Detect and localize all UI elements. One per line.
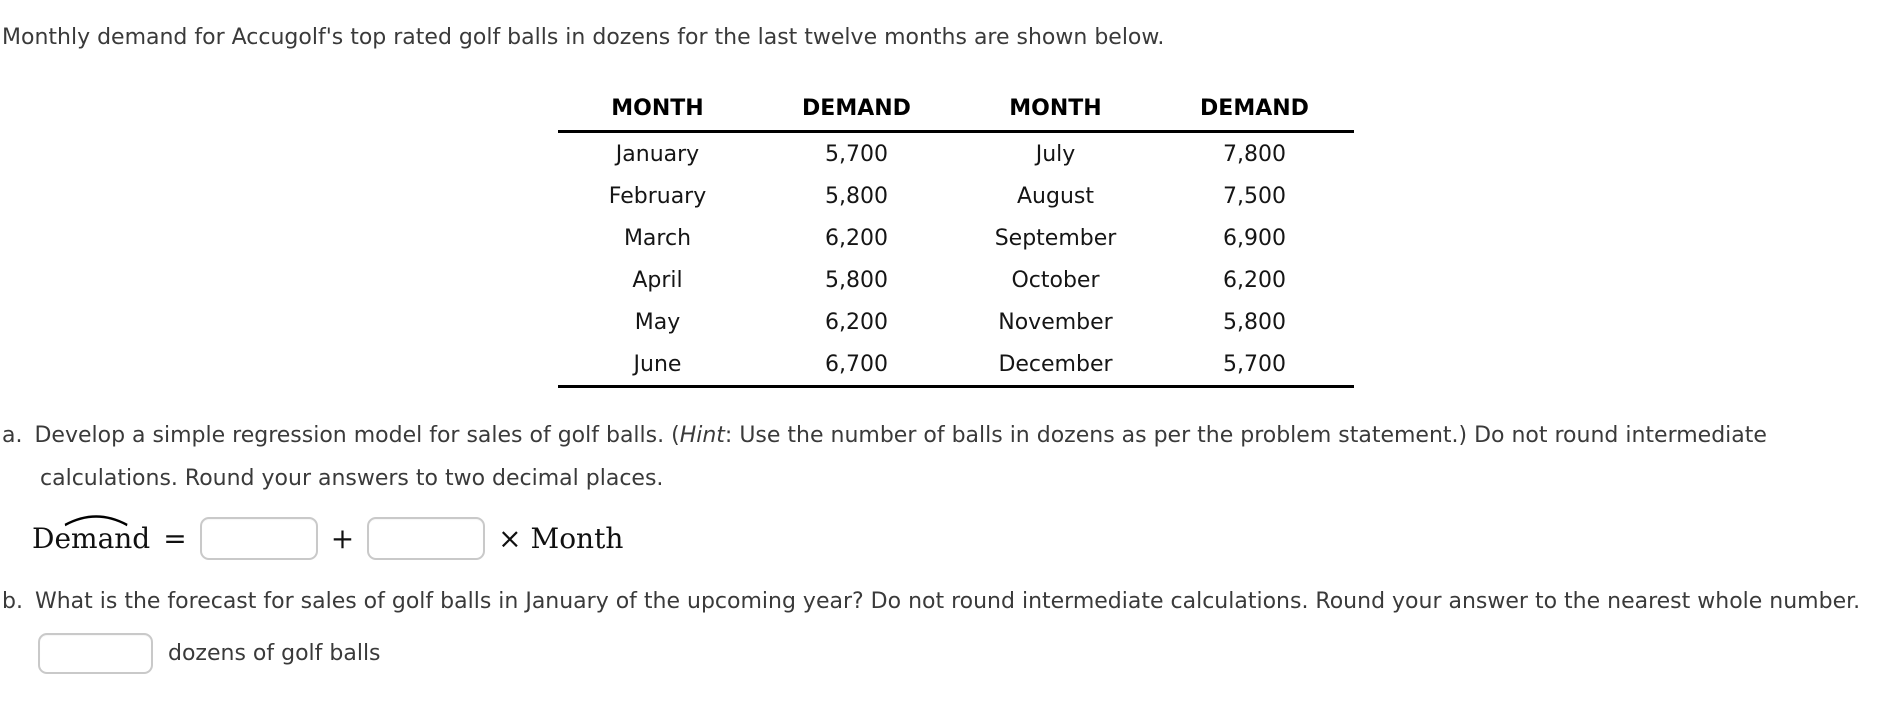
table-row: February 5,800 August 7,500 [558,175,1354,217]
table-cell-month: March [623,225,692,251]
table-row: March 6,200 September 6,900 [558,217,1354,259]
table-cell-month: August [1017,183,1094,209]
table-header-demand-1: DEMAND [757,86,956,133]
question-page: Monthly demand for Accugolf's top rated … [2,25,1878,674]
table-cell-demand: 5,700 [825,141,888,167]
part-b-label: b. [2,589,23,614]
table-cell-demand: 5,800 [825,267,888,293]
table-cell-month: June [558,343,757,388]
table-cell-demand: 5,700 [1155,343,1354,388]
table-row: January 5,700 July 7,800 [558,132,1354,176]
part-b-text: What is the forecast for sales of golf b… [34,589,1861,614]
part-b-answer-row: dozens of golf balls [38,633,1878,674]
table-cell-demand: 6,200 [825,225,888,251]
table-cell-month: October [1011,267,1100,293]
table-cell-month: November [998,309,1113,335]
hint-word: Hint [679,423,725,448]
plus-sign: + [330,521,355,555]
part-a-question: a. Develop a simple regression model for … [2,414,1878,500]
problem-statement: Monthly demand for Accugolf's top rated … [2,25,1165,50]
table-cell-month: September [994,225,1117,251]
regression-slope-input[interactable] [367,516,486,560]
equals-sign: = [163,521,187,555]
regression-equation: Demand = + × Month [32,514,1878,562]
table-cell-demand: 6,200 [825,309,888,335]
table-cell-demand: 6,200 [1223,267,1286,293]
widehat-icon [64,514,128,526]
part-a-text: Develop a simple regression model for sa… [34,423,680,448]
demand-hat-term: Demand [32,514,151,555]
part-a-label: a. [2,423,23,448]
part-b-question: b. What is the forecast for sales of golf… [2,580,1878,623]
table-header-month-2: MONTH [956,86,1155,133]
table-cell-month: July [1035,141,1076,167]
table-row: May 6,200 November 5,800 [558,301,1354,343]
times-month-label: × Month [498,521,624,555]
regression-intercept-input[interactable] [199,516,318,560]
demand-table: MONTH DEMAND MONTH DEMAND January 5,700 … [558,86,1354,388]
table-row: April 5,800 October 6,200 [558,259,1354,301]
table-cell-month: December [956,343,1155,388]
table-header-row: MONTH DEMAND MONTH DEMAND [558,86,1354,133]
demand-label: Demand [32,521,151,555]
part-a-text-continued: : Use the number of balls in dozens as p… [40,423,1767,491]
table-cell-demand: 7,500 [1223,183,1286,209]
answer-unit-label: dozens of golf balls [168,641,381,666]
table-row: June 6,700 December 5,700 [558,343,1354,388]
table-cell-month: January [615,141,700,167]
forecast-input[interactable] [38,633,153,674]
table-header-demand-2: DEMAND [1155,86,1354,133]
table-cell-month: February [608,183,707,209]
table-header-month-1: MONTH [558,86,757,133]
table-cell-demand: 5,800 [825,183,888,209]
table-cell-month: April [632,267,683,293]
table-cell-demand: 6,700 [757,343,956,388]
table-cell-month: May [634,309,681,335]
demand-table-header: MONTH DEMAND MONTH DEMAND [558,86,1354,133]
table-cell-demand: 5,800 [1223,309,1286,335]
table-cell-demand: 7,800 [1223,141,1286,167]
table-cell-demand: 6,900 [1223,225,1286,251]
